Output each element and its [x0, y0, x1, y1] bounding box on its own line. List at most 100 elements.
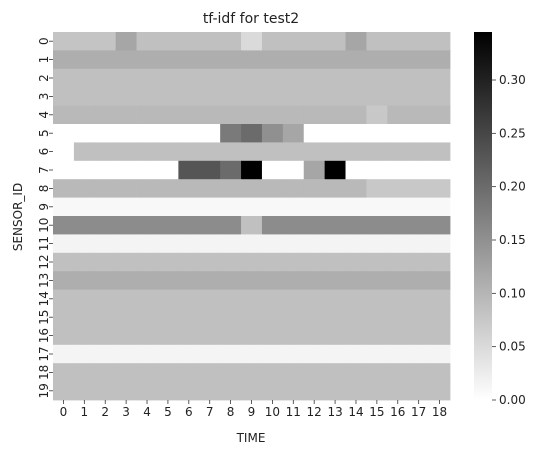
colorbar-tick-label: 0.05: [499, 340, 526, 354]
heatmap-cell: [282, 50, 305, 70]
y-tick-label: 8: [37, 185, 51, 193]
heatmap-cell: [115, 68, 137, 88]
heatmap-cell: [408, 197, 430, 217]
heatmap-cell: [303, 271, 326, 290]
y-tick-label: 19: [37, 383, 51, 398]
heatmap-cell: [157, 160, 179, 180]
heatmap-cell: [241, 124, 263, 143]
heatmap-cell: [282, 252, 305, 272]
heatmap-cell: [178, 363, 200, 382]
heatmap-cell: [261, 87, 284, 106]
x-axis-ticks: 0 1 2 3 4 5 6 7 8 9 10 11 12 13 14 15 16 17 18: [60, 400, 447, 419]
heatmap-cell: [157, 234, 179, 254]
heatmap-cell: [241, 160, 263, 180]
heatmap-cell: [157, 308, 179, 327]
heatmap-cell: [324, 271, 346, 290]
heatmap-cell: [94, 142, 117, 162]
heatmap-cell: [53, 124, 75, 143]
heatmap-cell: [53, 381, 75, 401]
heatmap-cell: [178, 68, 200, 88]
heatmap-cell: [178, 252, 200, 272]
heatmap-cell: [115, 142, 137, 162]
heatmap-cell: [387, 68, 409, 88]
heatmap-cell: [324, 68, 346, 88]
heatmap-cell: [94, 87, 117, 106]
colorbar: [474, 32, 492, 400]
heatmap-cell: [53, 160, 75, 180]
heatmap-cell: [53, 142, 75, 162]
heatmap-cell: [345, 363, 367, 382]
heatmap-cell: [324, 124, 346, 143]
heatmap-cell: [115, 160, 137, 180]
heatmap-cell: [261, 344, 284, 364]
heatmap-cell: [261, 381, 284, 401]
heatmap-cell: [178, 124, 200, 143]
heatmap-cell: [282, 308, 305, 327]
heatmap-cell: [387, 50, 409, 70]
heatmap-cell: [136, 124, 158, 143]
heatmap-cell: [282, 326, 305, 346]
heatmap-cell: [429, 50, 451, 70]
heatmap-cell: [387, 363, 409, 382]
heatmap-cell: [366, 32, 388, 51]
colorbar-ticks: 0.00 0.05 0.10 0.15 0.20 0.25 0.30: [492, 73, 526, 407]
heatmap-cell: [429, 124, 451, 143]
heatmap-cell: [94, 216, 117, 235]
x-tick-label: 6: [185, 405, 193, 419]
heatmap-cell: [199, 142, 221, 162]
heatmap-cell: [366, 381, 388, 401]
heatmap-cell: [241, 142, 263, 162]
heatmap-cell: [282, 289, 305, 309]
heatmap-cell: [387, 197, 409, 217]
heatmap-cell: [73, 344, 96, 364]
y-tick-label: 14: [37, 291, 51, 306]
heatmap-cell: [429, 68, 451, 88]
heatmap-cell: [199, 68, 221, 88]
heatmap-cell: [324, 216, 346, 235]
heatmap-cell: [303, 344, 326, 364]
heatmap-cell: [178, 160, 200, 180]
heatmap-cell: [157, 216, 179, 235]
heatmap-cell: [178, 344, 200, 364]
heatmap-cell: [73, 105, 96, 125]
heatmap-cell: [282, 381, 305, 401]
heatmap-cell: [178, 105, 200, 125]
heatmap-cell: [324, 160, 346, 180]
heatmap-cell: [94, 179, 117, 198]
heatmap-cell: [199, 124, 221, 143]
heatmap-cell: [345, 50, 367, 70]
heatmap-cell: [157, 124, 179, 143]
heatmap-cell: [53, 216, 75, 235]
heatmap-cell: [387, 234, 409, 254]
heatmap-cell: [157, 179, 179, 198]
heatmap-cell: [324, 87, 346, 106]
heatmap-cell: [345, 68, 367, 88]
heatmap-cell: [261, 105, 284, 125]
heatmap-cell: [53, 234, 75, 254]
heatmap-cell: [261, 124, 284, 143]
heatmap-cell: [157, 50, 179, 70]
heatmap-cell: [199, 197, 221, 217]
heatmap-cell: [157, 105, 179, 125]
heatmap-cell: [303, 179, 326, 198]
heatmap-cell: [345, 179, 367, 198]
heatmap-cell: [303, 381, 326, 401]
x-tick-label: 9: [248, 405, 256, 419]
heatmap-cell: [53, 50, 75, 70]
heatmap-cell: [282, 216, 305, 235]
heatmap-cell: [345, 216, 367, 235]
heatmap-cell: [136, 87, 158, 106]
heatmap-cell: [324, 50, 346, 70]
heatmap-cell: [324, 381, 346, 401]
heatmap-cell: [366, 216, 388, 235]
heatmap-cell: [282, 179, 305, 198]
heatmap-cell: [178, 271, 200, 290]
heatmap-cell: [94, 381, 117, 401]
x-tick-label: 10: [265, 405, 280, 419]
heatmap-cell: [282, 271, 305, 290]
heatmap-cell: [73, 68, 96, 88]
heatmap-cell: [53, 252, 75, 272]
colorbar-tick-label: 0.00: [499, 393, 526, 407]
heatmap-cell: [94, 197, 117, 217]
